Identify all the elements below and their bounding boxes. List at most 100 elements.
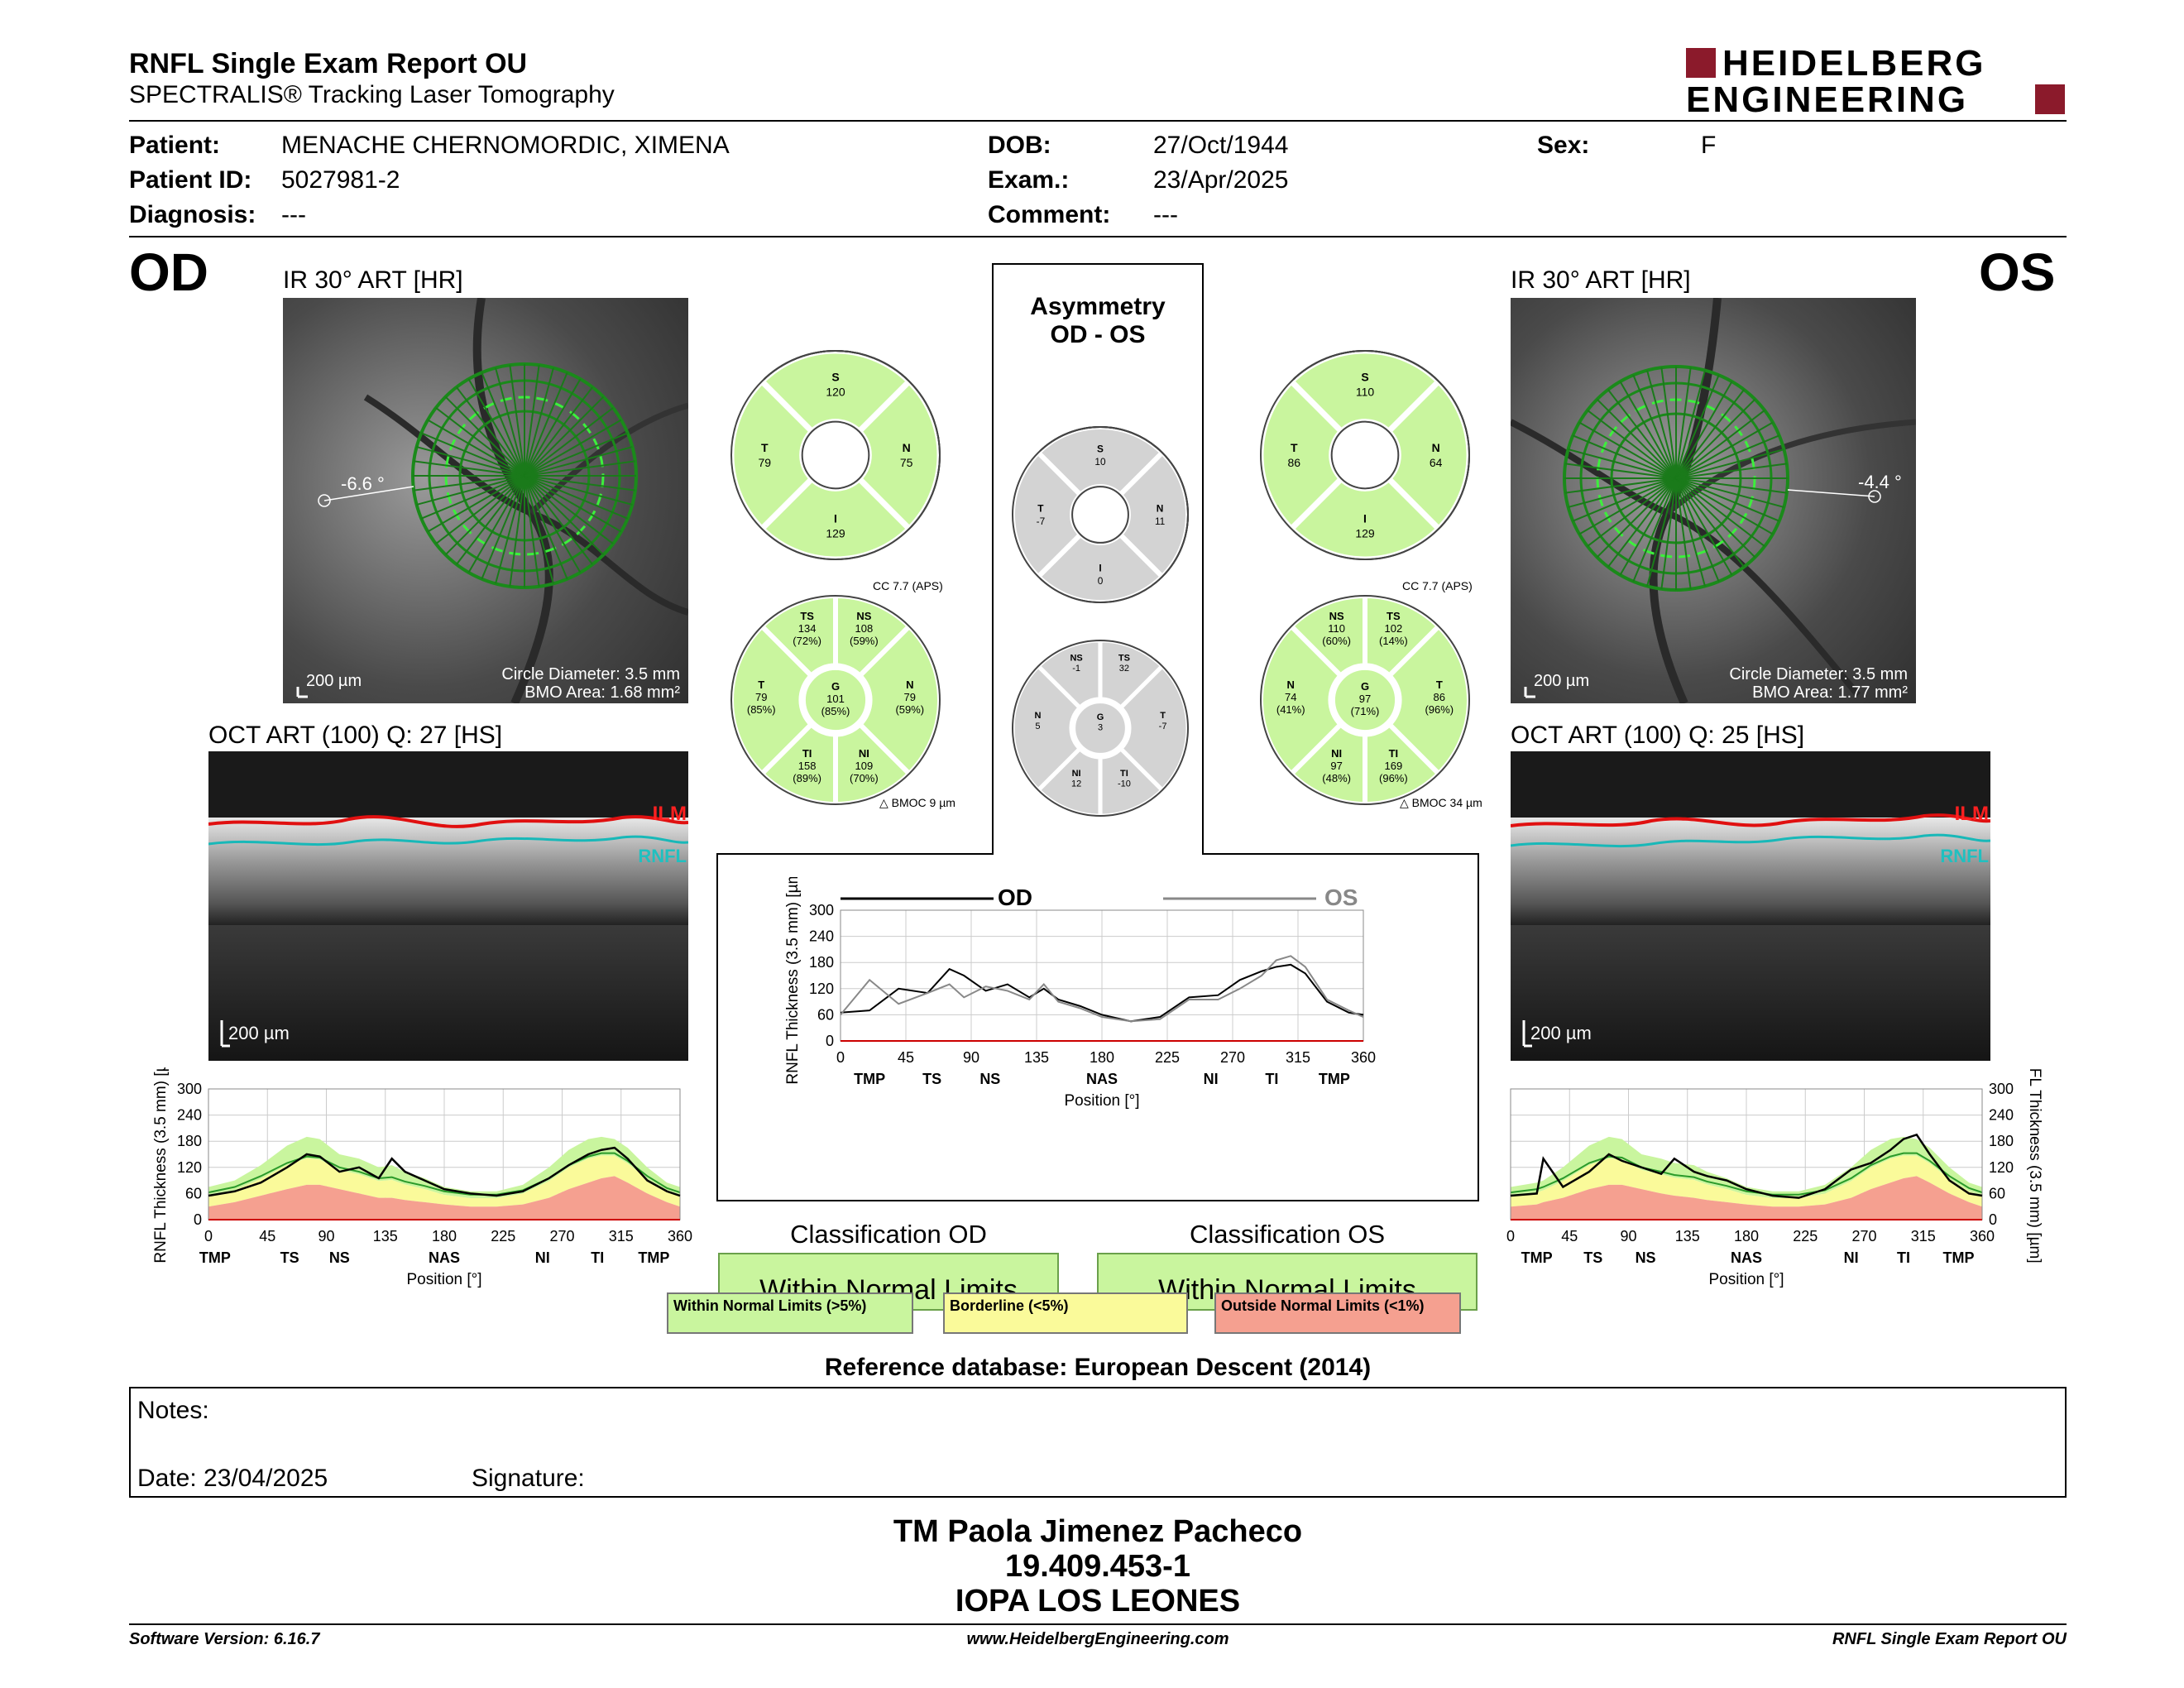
- svg-text:N: N: [1157, 503, 1164, 515]
- svg-text:(59%): (59%): [850, 635, 879, 647]
- svg-text:(14%): (14%): [1379, 635, 1408, 647]
- svg-text:79: 79: [759, 456, 772, 469]
- sector-G: G97(71%): [1330, 665, 1400, 735]
- svg-text:86: 86: [1288, 456, 1301, 469]
- od-label: OD: [129, 242, 208, 302]
- svg-text:TI: TI: [1120, 769, 1128, 779]
- svg-text:TS: TS: [800, 610, 814, 622]
- svg-text:86: 86: [1434, 691, 1445, 703]
- footer-url[interactable]: www.HeidelbergEngineering.com: [966, 1630, 1229, 1648]
- svg-text:12: 12: [1071, 779, 1081, 789]
- os-sector6-diagram: NS110(60%)TS102(14%)T86(96%)TI169(96%)NI…: [1258, 592, 1472, 808]
- series-line-OD: [840, 963, 1364, 1023]
- x-tick-label: 90: [1620, 1228, 1636, 1244]
- footer-report: RNFL Single Exam Report OU: [1832, 1630, 2067, 1648]
- sector-label: TS: [280, 1249, 299, 1266]
- svg-text:0: 0: [1098, 575, 1104, 587]
- od-rnfl-profile-chart: 0 60 120 180 240 300 0 45 90 135 180 225 270 315 360 TM…: [152, 1067, 692, 1288]
- svg-text:102: 102: [1385, 622, 1403, 635]
- svg-text:(48%): (48%): [1322, 772, 1351, 784]
- x-tick-label: 45: [1561, 1228, 1578, 1244]
- y-tick-label: 300: [809, 902, 834, 918]
- svg-text:G: G: [831, 680, 840, 693]
- svg-text:T: T: [1436, 679, 1443, 691]
- svg-text:(41%): (41%): [1276, 703, 1305, 716]
- os-oct-label: OCT ART (100) Q: 25 [HS]: [1511, 722, 1805, 749]
- y-axis-label: RNFL Thickness (3.5 mm) [µm]: [784, 877, 802, 1085]
- svg-text:S: S: [1361, 370, 1368, 383]
- svg-text:I: I: [834, 512, 837, 525]
- y-tick-label: 60: [185, 1185, 202, 1201]
- svg-text:5: 5: [1035, 722, 1040, 731]
- svg-text:(59%): (59%): [895, 703, 924, 716]
- svg-text:75: 75: [900, 456, 913, 469]
- y-tick-label: 60: [1989, 1185, 2005, 1201]
- sector-G: G3: [1071, 699, 1129, 757]
- normal-band: [208, 1136, 680, 1199]
- os-bmoc-label: △ BMOC 34 µm: [1400, 796, 1482, 809]
- x-tick-label: 90: [963, 1049, 979, 1066]
- svg-text:74: 74: [1285, 691, 1296, 703]
- normal-band: [1511, 1136, 1982, 1199]
- legend-borderline: Borderline (<5%): [943, 1292, 1188, 1334]
- sector-label: TMP: [638, 1249, 669, 1266]
- notes-date: Date: 23/04/2025: [137, 1465, 328, 1492]
- svg-text:N: N: [906, 679, 913, 691]
- od-cc-label: CC 7.7 (APS): [873, 579, 943, 592]
- svg-text:(96%): (96%): [1425, 703, 1454, 716]
- svg-text:(85%): (85%): [747, 703, 776, 716]
- notes-box: Notes: Date: 23/04/2025 Signature:: [129, 1387, 2067, 1498]
- x-tick-label: 270: [549, 1228, 574, 1244]
- reference-database: Reference database: European Descent (20…: [824, 1354, 1372, 1381]
- x-tick-label: 315: [609, 1228, 634, 1244]
- sector-label: TMP: [854, 1071, 885, 1087]
- svg-text:169: 169: [1385, 760, 1403, 772]
- y-tick-label: 0: [826, 1033, 834, 1049]
- svg-text:-10: -10: [1118, 779, 1131, 789]
- notes-label: Notes:: [137, 1397, 209, 1424]
- classification-od-title: Classification OD: [790, 1220, 987, 1249]
- y-tick-label: 300: [177, 1081, 202, 1097]
- svg-text:79: 79: [904, 691, 916, 703]
- svg-text:I: I: [1363, 512, 1367, 525]
- svg-text:NS: NS: [856, 610, 871, 622]
- svg-text:T: T: [1037, 503, 1044, 515]
- x-tick-label: 180: [432, 1228, 457, 1244]
- svg-text:NI: NI: [1072, 769, 1081, 779]
- os-sector4-diagram: S 110 N 64 I 129 T 86: [1257, 348, 1473, 563]
- svg-text:108: 108: [855, 622, 874, 635]
- svg-text:(70%): (70%): [850, 772, 879, 784]
- svg-text:TI: TI: [802, 747, 812, 760]
- x-tick-label: 0: [1506, 1228, 1515, 1244]
- svg-text:-7: -7: [1159, 722, 1167, 731]
- od-sector4-diagram: S 120 N 75 I 129 T 79: [728, 348, 943, 563]
- y-axis-label: RNFL Thickness (3.5 mm) [µm]: [152, 1067, 170, 1264]
- y-tick-label: 240: [809, 928, 834, 945]
- svg-text:(72%): (72%): [793, 635, 821, 647]
- x-tick-label: 225: [491, 1228, 515, 1244]
- y-tick-label: 0: [1989, 1211, 1997, 1228]
- svg-text:-1: -1: [1072, 664, 1080, 674]
- os-ir-label: IR 30° ART [HR]: [1511, 266, 1691, 294]
- od-oct-label: OCT ART (100) Q: 27 [HS]: [208, 722, 503, 749]
- sector-label: NAS: [1731, 1249, 1762, 1266]
- signoff: TM Paola Jimenez Pacheco 19.409.453-1 IO…: [893, 1514, 1303, 1618]
- y-tick-label: 300: [1989, 1081, 2014, 1097]
- svg-text:NI: NI: [1331, 747, 1342, 760]
- svg-text:T: T: [1160, 711, 1166, 721]
- svg-text:N: N: [1432, 441, 1440, 454]
- svg-text:T: T: [761, 441, 769, 454]
- classification-os-title: Classification OS: [1189, 1220, 1386, 1249]
- svg-text:97: 97: [1359, 693, 1371, 705]
- x-tick-label: 135: [373, 1228, 398, 1244]
- sector-label: NS: [329, 1249, 350, 1266]
- x-tick-label: 90: [318, 1228, 334, 1244]
- x-tick-label: 270: [1220, 1049, 1245, 1066]
- x-tick-label: 360: [1351, 1049, 1376, 1066]
- svg-text:32: 32: [1119, 664, 1129, 674]
- svg-text:10: 10: [1094, 456, 1106, 468]
- legend-os: OS: [1324, 885, 1358, 910]
- y-tick-label: 240: [1989, 1107, 2014, 1124]
